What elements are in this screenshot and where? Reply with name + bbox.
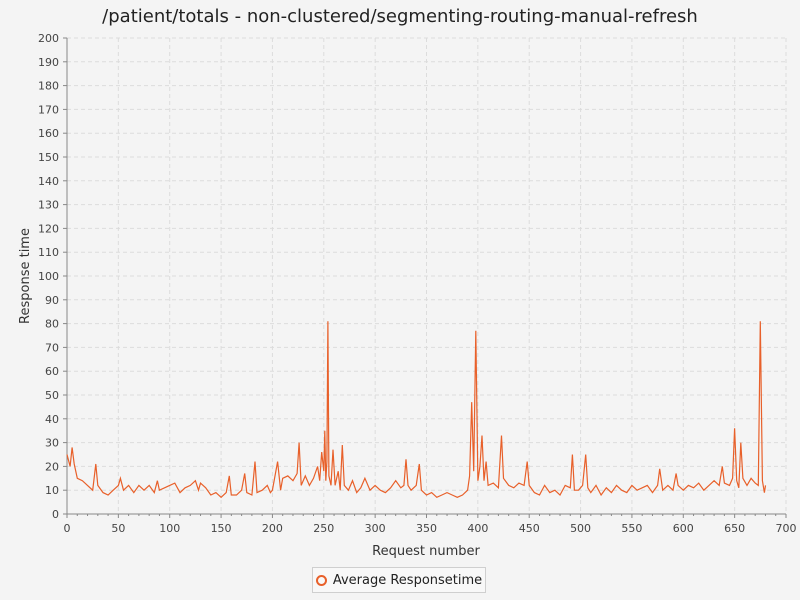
y-tick-label: 60 [45, 365, 59, 378]
tick-labels: 0 10 20 30 40 50 60 70 80 90 100 110 120 130 140 150 160… [38, 32, 797, 535]
x-axis-title: Request number [372, 544, 480, 559]
x-tick-label: 550 [621, 522, 642, 535]
y-tick-label: 20 [45, 460, 59, 473]
y-tick-label: 150 [38, 151, 59, 164]
x-tick-label: 450 [519, 522, 540, 535]
legend: Average Responsetime [312, 567, 486, 593]
x-tick-label: 650 [724, 522, 745, 535]
y-tick-label: 200 [38, 32, 59, 45]
x-tick-label: 600 [673, 522, 694, 535]
y-tick-label: 130 [38, 199, 59, 212]
y-tick-label: 80 [45, 318, 59, 331]
x-tick-label: 250 [313, 522, 334, 535]
y-tick-label: 30 [45, 437, 59, 450]
grid-lines [66, 37, 787, 515]
y-tick-label: 120 [38, 222, 59, 235]
y-tick-label: 90 [45, 294, 59, 307]
y-axis-title: Response time [18, 228, 33, 324]
y-tick-label: 50 [45, 389, 59, 402]
chart-title: /patient/totals - non-clustered/segmenti… [102, 6, 698, 27]
y-tick-label: 40 [45, 413, 59, 426]
y-tick-label: 0 [52, 508, 59, 521]
y-tick-label: 170 [38, 103, 59, 116]
legend-marker-icon [315, 574, 327, 586]
series-line-average-responsetime [66, 321, 767, 499]
axes [63, 37, 787, 518]
y-tick-label: 180 [38, 80, 59, 93]
y-tick-label: 160 [38, 127, 59, 140]
x-tick-label: 0 [64, 522, 71, 535]
x-tick-label: 100 [159, 522, 180, 535]
x-tick-label: 200 [262, 522, 283, 535]
y-tick-label: 100 [38, 270, 59, 283]
x-tick-label: 400 [467, 522, 488, 535]
y-tick-label: 10 [45, 484, 59, 497]
x-tick-label: 50 [111, 522, 125, 535]
y-tick-label: 190 [38, 56, 59, 69]
y-tick-label: 70 [45, 341, 59, 354]
x-tick-label: 500 [570, 522, 591, 535]
x-tick-label: 350 [416, 522, 437, 535]
x-tick-label: 700 [776, 522, 797, 535]
y-tick-label: 140 [38, 175, 59, 188]
y-tick-label: 110 [38, 246, 59, 259]
x-tick-label: 150 [211, 522, 232, 535]
x-tick-label: 300 [365, 522, 386, 535]
legend-label: Average Responsetime [332, 572, 483, 588]
